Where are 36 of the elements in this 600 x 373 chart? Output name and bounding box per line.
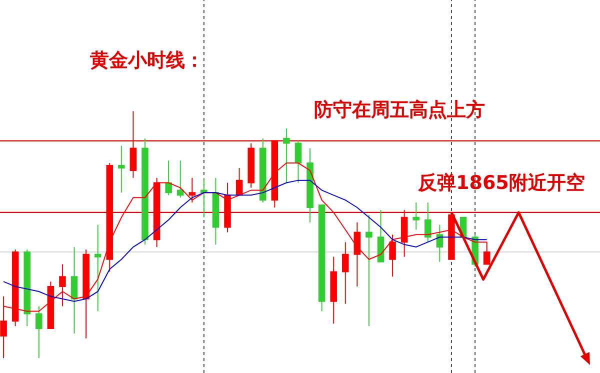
annotation: 防守在周五高点上方 bbox=[314, 99, 485, 121]
candlestick bbox=[153, 177, 160, 248]
candlestick bbox=[118, 145, 125, 194]
candlestick bbox=[330, 256, 337, 324]
candlestick bbox=[283, 128, 290, 184]
candlestick bbox=[36, 306, 42, 359]
candlestick bbox=[412, 202, 420, 230]
candlestick bbox=[318, 204, 326, 312]
candlestick bbox=[212, 177, 220, 246]
candlestick bbox=[448, 212, 455, 260]
candlestick bbox=[94, 224, 102, 312]
candlestick bbox=[70, 246, 78, 334]
annotation: 反弹1865附近开空 bbox=[417, 172, 585, 194]
candlestick bbox=[389, 234, 396, 278]
candlestick bbox=[224, 182, 231, 233]
chart-title: 黄金小时线： bbox=[89, 49, 204, 72]
candlestick bbox=[377, 209, 384, 262]
candlestick bbox=[259, 138, 266, 204]
candlestick bbox=[176, 160, 184, 198]
candlestick bbox=[165, 160, 172, 196]
candlestick bbox=[188, 177, 196, 204]
candlestick bbox=[248, 142, 254, 188]
candlestick bbox=[294, 140, 302, 184]
candlestick bbox=[236, 167, 243, 196]
candlestick bbox=[354, 222, 361, 288]
candlestick bbox=[142, 138, 148, 246]
candlestick bbox=[306, 148, 314, 223]
candlestick bbox=[424, 202, 432, 243]
candlestick bbox=[24, 248, 30, 327]
candlestick bbox=[436, 224, 444, 262]
candlestick bbox=[200, 177, 208, 218]
candlestick bbox=[400, 209, 408, 258]
candlestick bbox=[366, 214, 372, 327]
candlestick bbox=[59, 264, 66, 307]
candlestick bbox=[130, 110, 137, 178]
candlestick bbox=[342, 242, 349, 304]
